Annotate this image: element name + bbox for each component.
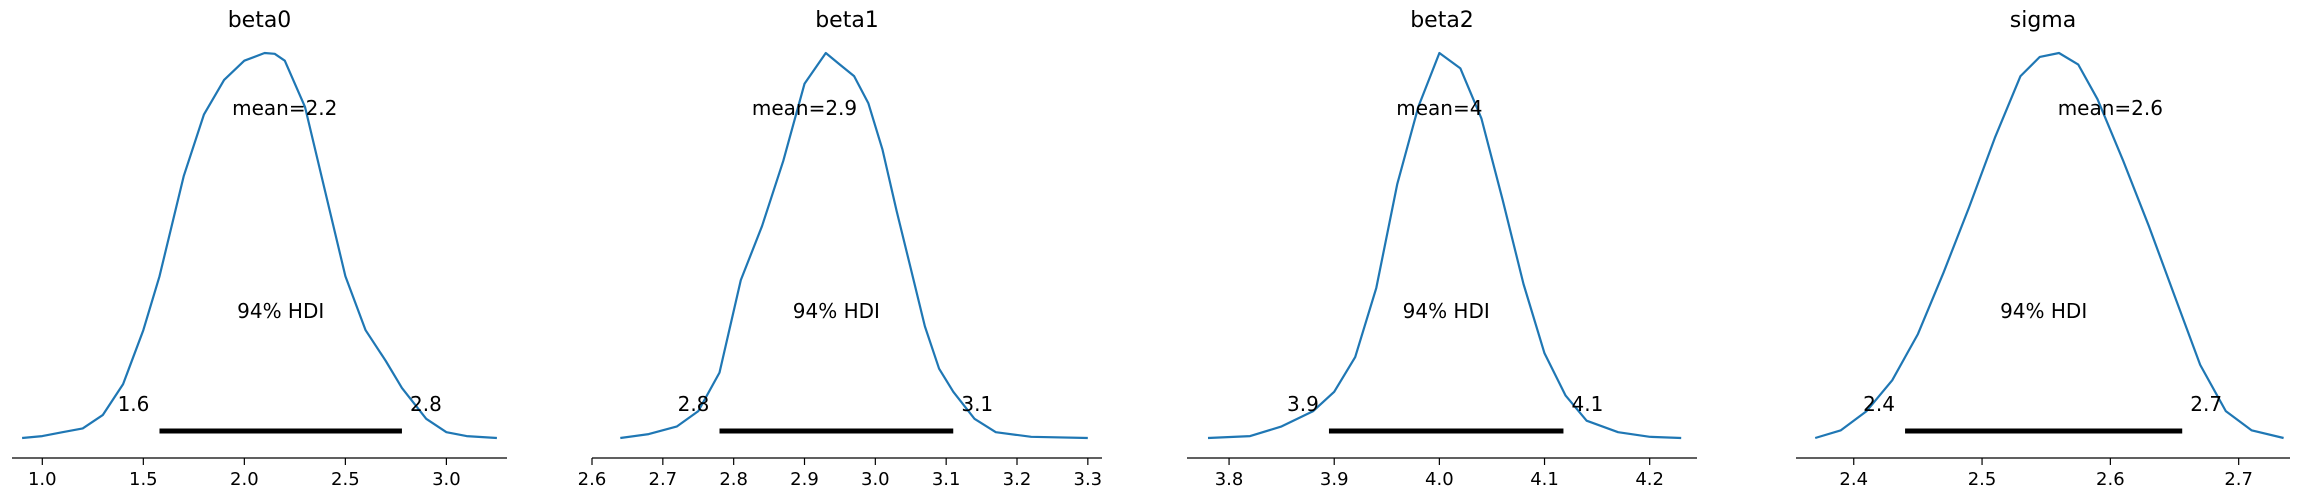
hdi-upper-label: 2.8 [410, 392, 442, 416]
x-tick-label: 2.5 [331, 469, 360, 490]
density-curve [21, 51, 497, 440]
x-tick-label: 3.8 [1215, 469, 1244, 490]
x-tick-label: 2.0 [230, 469, 259, 490]
hdi-upper-label: 3.1 [961, 392, 993, 416]
x-tick-label: 2.5 [1968, 469, 1997, 490]
x-tick-label: 2.9 [790, 469, 819, 490]
hdi-text: 94% HDI [1403, 299, 1490, 323]
subplot-title: beta1 [815, 8, 879, 33]
mean-label: mean=2.6 [2058, 96, 2163, 120]
subplot-sigma: sigma 2.4 2.7 94% HDI mean=2.6 2.4 2.5 2.6 2.7 [1796, 8, 2290, 490]
x-tick-label: 2.8 [719, 469, 748, 490]
x-tick-label: 2.4 [1839, 469, 1868, 490]
x-tick-label: 3.3 [1074, 469, 1103, 490]
x-tick-label: 4.1 [1530, 469, 1559, 490]
x-tick-label: 3.9 [1320, 469, 1349, 490]
mean-label: mean=4 [1396, 96, 1482, 120]
subplot-beta2: beta2 3.9 4.1 94% HDI mean=4 3.8 3.9 4.0 4.1 4.2 [1187, 8, 1697, 490]
hdi-lower-label: 2.8 [678, 392, 710, 416]
mean-label: mean=2.9 [752, 96, 857, 120]
density-curve [620, 51, 1088, 440]
x-tick-label: 3.0 [432, 469, 461, 490]
x-tick-label: 2.6 [578, 469, 607, 490]
mean-label: mean=2.2 [232, 96, 337, 120]
hdi-lower-label: 1.6 [118, 392, 150, 416]
x-tick-label: 2.7 [649, 469, 678, 490]
subplot-title: sigma [2010, 8, 2076, 33]
x-tick-label: 3.1 [932, 469, 961, 490]
subplot-beta1: beta1 2.8 3.1 94% HDI mean=2.9 2.6 2.7 2.8 2.9 3.… [578, 8, 1102, 490]
hdi-text: 94% HDI [237, 299, 324, 323]
subplot-title: beta2 [1410, 8, 1474, 33]
hdi-lower-label: 3.9 [1287, 392, 1319, 416]
x-tick-label: 4.2 [1635, 469, 1664, 490]
x-tick-label: 1.0 [28, 469, 57, 490]
x-tick-label: 3.2 [1003, 469, 1032, 490]
hdi-upper-label: 4.1 [1572, 392, 1604, 416]
x-tick-label: 2.7 [2224, 469, 2253, 490]
x-tick-label: 3.0 [861, 469, 890, 490]
hdi-lower-label: 2.4 [1863, 392, 1895, 416]
density-curve [1814, 51, 2284, 440]
hdi-upper-label: 2.7 [2190, 392, 2222, 416]
density-curve [1207, 51, 1682, 440]
x-tick-label: 4.0 [1425, 469, 1454, 490]
subplot-beta0: beta0 1.6 2.8 94% HDI mean=2.2 1.0 1.5 2.0 2.5 3.… [12, 8, 507, 490]
hdi-text: 94% HDI [793, 299, 880, 323]
subplot-title: beta0 [228, 8, 292, 33]
x-tick-label: 1.5 [129, 469, 158, 490]
x-tick-label: 2.6 [2096, 469, 2125, 490]
hdi-text: 94% HDI [2000, 299, 2087, 323]
